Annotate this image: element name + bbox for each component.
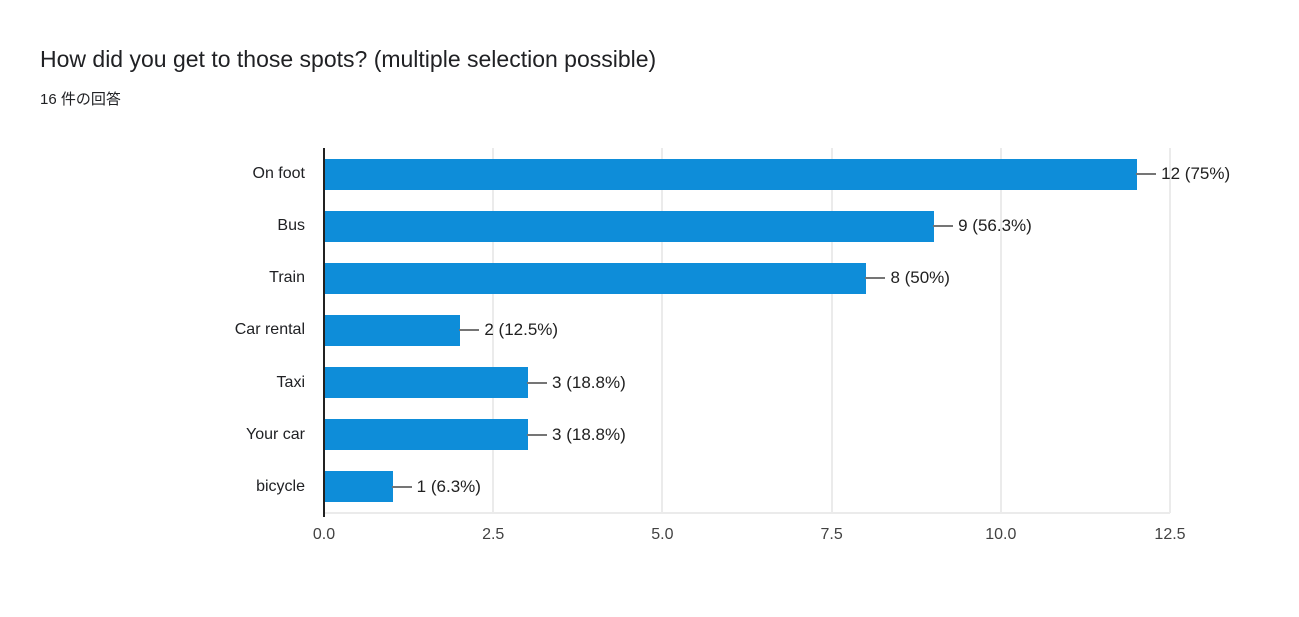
- value-label-text: 1 (6.3%): [416, 476, 481, 496]
- value-label-text: 3 (18.8%): [552, 372, 626, 392]
- value-label: 3 (18.8%): [527, 357, 626, 409]
- category-label: Bus: [277, 217, 305, 235]
- connector-line: [865, 277, 886, 280]
- category-labels: On foot Bus Train Car rental Taxi Your car bic…: [0, 148, 305, 513]
- value-label: 9 (56.3%): [933, 200, 1032, 252]
- value-label-text: 12 (75%): [1161, 164, 1231, 184]
- x-axis-tick-label: 0.0: [312, 526, 336, 543]
- x-axis-tick-label: 5.0: [651, 526, 674, 543]
- connector-line: [527, 433, 548, 436]
- x-axis-tick-label: 12.5: [1154, 526, 1186, 543]
- x-axis-tick-labels: 0.0 2.5 5.0 7.5 10.0 12.5: [313, 526, 1186, 550]
- gridline: [999, 148, 1002, 513]
- gridline: [1169, 148, 1171, 513]
- connector-line: [527, 381, 548, 384]
- plot-area: 12 (75%) 9 (56.3%) 8 (50%) 2 (12.5%) 3 (18.8…: [323, 148, 1230, 517]
- bar: [325, 158, 1138, 190]
- gridline: [830, 148, 833, 513]
- value-label: 8 (50%): [865, 252, 950, 304]
- category-label: bicycle: [256, 477, 305, 495]
- category-label: Train: [269, 269, 305, 287]
- bar: [325, 262, 867, 294]
- bar: [325, 419, 529, 451]
- connector-line: [459, 329, 480, 332]
- category-label: Taxi: [276, 373, 305, 391]
- response-count: 16 件の回答: [40, 91, 121, 108]
- bar: [325, 315, 461, 346]
- value-label: 3 (18.8%): [527, 409, 626, 461]
- x-axis-baseline: [324, 512, 1170, 514]
- connector-line: [1136, 173, 1157, 176]
- bar: [325, 210, 935, 242]
- value-label: 1 (6.3%): [391, 461, 481, 513]
- category-label: Your car: [246, 425, 305, 443]
- bar: [325, 367, 529, 399]
- question-title: How did you get to those spots? (multipl…: [40, 46, 657, 72]
- value-label-text: 2 (12.5%): [484, 320, 559, 340]
- gridline: [661, 148, 664, 513]
- value-label-text: 8 (50%): [890, 268, 950, 288]
- value-label: 2 (12.5%): [459, 304, 558, 356]
- value-label: 12 (75%): [1136, 148, 1230, 200]
- connector-line: [391, 485, 412, 488]
- value-label-text: 3 (18.8%): [552, 424, 626, 444]
- x-axis-tick-label: 7.5: [820, 526, 843, 543]
- value-label-text: 9 (56.3%): [958, 216, 1032, 236]
- x-axis-tick-label: 10.0: [985, 526, 1017, 543]
- bar: [325, 471, 393, 503]
- x-axis-tick-label: 2.5: [482, 526, 505, 543]
- connector-line: [933, 225, 954, 228]
- y-axis-line: [323, 148, 325, 517]
- category-label: On foot: [252, 165, 305, 182]
- gridline: [492, 148, 495, 513]
- category-label: Car rental: [234, 321, 305, 339]
